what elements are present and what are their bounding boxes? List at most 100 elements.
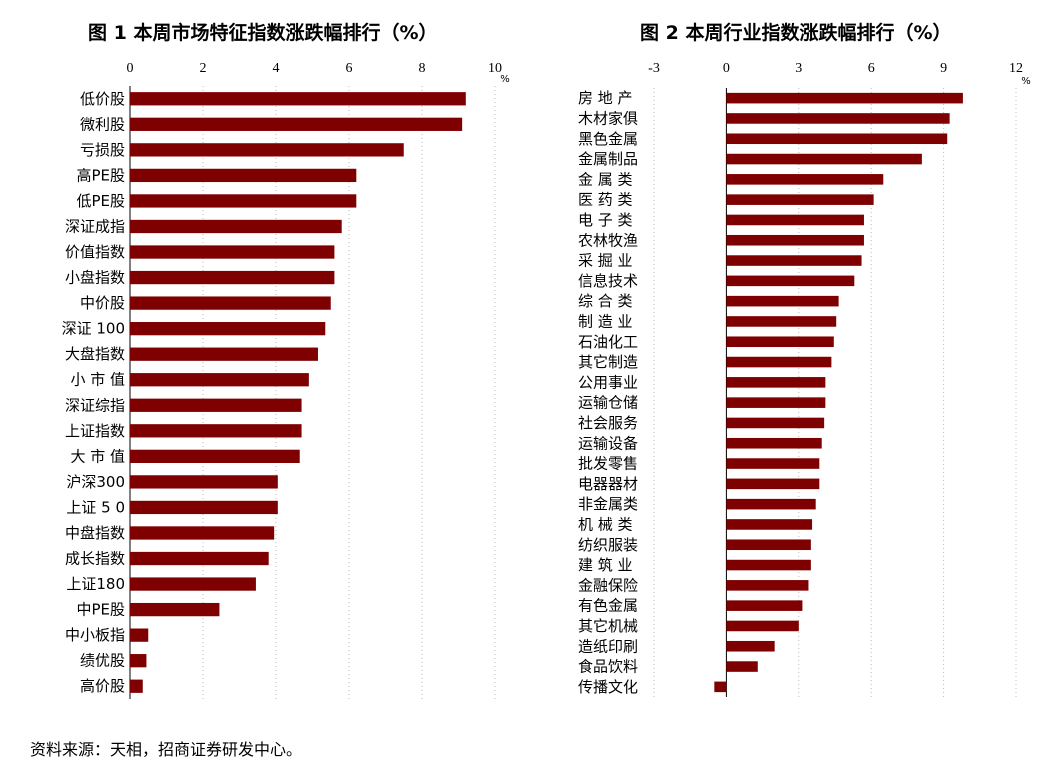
chart2-bar [726,133,948,145]
chart1-bar [130,168,357,183]
chart2-category-label: 黑色金属 [578,130,638,148]
chart1-bar [130,449,300,463]
chart2-bar [726,316,837,327]
chart1-bar [130,475,278,489]
chart2-bar [726,580,809,591]
chart1-tick-label: 8 [419,61,426,76]
chart2-bar [726,478,820,490]
chart1-bar [130,577,256,591]
chart2-category-label: 制 造 业 [578,312,633,330]
chart2-category-label: 有色金属 [578,597,638,615]
chart1-category-label: 微利股 [80,115,125,133]
chart2-category-label: 公用事业 [578,373,638,391]
chart2-category-label: 建 筑 业 [578,556,633,574]
chart2-unit-label: % [1021,76,1031,87]
chart1-category-label: 低PE股 [76,192,125,210]
chart2-bar [726,113,950,124]
chart2-bar [726,600,803,611]
chart2-bar [726,153,922,165]
chart1-category-label: 价值指数 [65,243,125,261]
chart2-bar [726,458,820,469]
chart1-category-label: 深证综指 [65,396,125,414]
chart1-bar [130,143,404,157]
chart1-bar [130,270,335,285]
chart1-tick-label: 10 [488,61,502,76]
chart2-bar [726,498,816,510]
chart1-category-label: 上证 5 0 [66,498,125,516]
chart2-bar [726,640,775,652]
chart1-category-label: 上证指数 [65,422,125,440]
chart1-bar [130,654,147,668]
chart1-bar [130,347,318,361]
chart2-category-label: 造纸印刷 [578,637,638,655]
chart2-category-label: 信息技术 [578,272,638,290]
chart1-category-label: 成长指数 [65,550,125,568]
chart2-category-label: 其它制造 [578,353,638,371]
chart1-tick-label: 6 [346,61,353,76]
chart1-category-label: 小 市 值 [70,371,125,389]
chart1-bar [130,296,331,310]
chart2-bar [726,255,862,266]
chart2-category-label: 非金属类 [578,495,638,513]
chart2-tick-label: 0 [723,61,730,76]
chart2-category-label: 金 属 类 [578,170,633,188]
chart1-category-label: 小盘指数 [65,269,125,287]
chart1-category-label: 低价股 [80,90,125,108]
chart2-bar [726,437,822,449]
chart2-category-label: 运输仓储 [578,394,638,412]
chart2-bar [726,194,874,205]
chart1-bar [130,398,302,412]
chart2-bar [726,295,839,307]
chart2-category-label: 食品饮料 [578,658,638,676]
chart2-category-label: 农林牧渔 [578,231,638,249]
chart2-category-label: 医 药 类 [578,191,633,209]
chart1-category-label: 中小板指 [65,626,125,644]
chart2-bar [714,681,727,693]
chart1-unit-label: % [500,74,510,85]
chart2-bar [726,620,799,632]
chart2-bar [726,234,864,246]
chart1-category-label: 中价股 [80,294,125,312]
chart2-category-label: 房 地 产 [578,89,633,107]
chart1-bar [130,117,463,131]
chart2-bar [726,275,855,287]
chart2-title: 图 2 本周行业指数涨跌幅排行（%） [640,22,952,44]
chart1-title: 图 1 本周市场特征指数涨跌幅排行（%） [88,22,438,44]
chart1-category-label: 大盘指数 [65,345,125,363]
chart1-bar [130,500,278,515]
chart1-bar [130,245,335,259]
chart2-tick-label: 9 [940,61,947,76]
chart1-category-label: 中PE股 [76,601,125,619]
chart2-bar [726,214,864,226]
chart1-category-label: 亏损股 [80,141,125,159]
chart2-category-label: 批发零售 [578,455,638,473]
chart1-category-label: 深证成指 [65,217,125,235]
chart1-market-index: 0 2 4 6 8 10% 低价股微利股亏损股高PE股低PE股深证成指价值指数小盘指数中价股… [62,61,510,699]
chart1-bar [130,551,269,566]
chart2-category-label: 运输设备 [578,434,638,452]
chart2-bar [726,397,826,408]
chart1-category-label: 绩优股 [80,652,125,670]
chart1-category-label: 高价股 [80,677,125,695]
chart2-bar [726,377,826,388]
chart2-category-label: 石油化工 [578,333,638,351]
chart2-tick-label: 12 [1009,61,1023,76]
chart1-tick-label: 2 [200,61,207,76]
chart2-category-label: 金融保险 [578,576,638,594]
chart2-category-label: 木材家俱 [578,109,638,127]
chart1-bar [130,602,220,617]
chart2-bar [726,356,832,368]
chart2-bar [726,92,963,104]
chart2-category-label: 金属制品 [578,150,638,168]
chart2-bar [726,559,811,571]
chart1-bar [130,373,309,387]
chart1-category-label: 大 市 值 [70,447,125,465]
chart1-bar [130,92,466,106]
chart1-bar [130,322,326,336]
chart2-tick-label: 6 [868,61,875,76]
chart1-bar [130,526,275,540]
chart1-bar [130,219,342,234]
chart2-category-label: 采 掘 业 [578,252,633,270]
chart2-bar [726,661,758,672]
